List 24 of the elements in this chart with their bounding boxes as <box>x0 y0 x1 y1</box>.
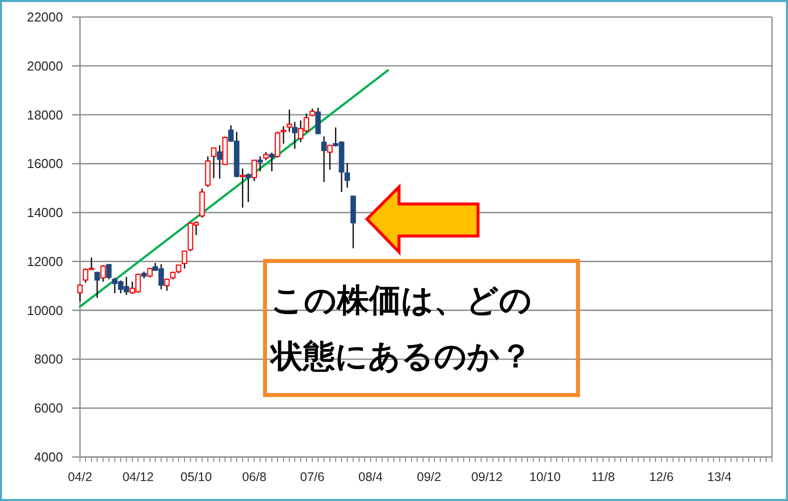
x-tick-label: 12/6 <box>649 470 674 484</box>
y-tick-label: 14000 <box>26 205 63 220</box>
y-tick-label: 4000 <box>34 450 63 464</box>
x-tick-label: 08/4 <box>358 470 383 484</box>
annotation: この株価は、どの状態にあるのか？ <box>269 282 532 374</box>
x-tick-label: 04/12 <box>122 470 154 484</box>
x-tick-label: 04/2 <box>68 470 92 484</box>
x-tick-label: 09/12 <box>471 470 503 484</box>
y-tick-label: 6000 <box>34 400 63 416</box>
x-tick-label: 09/2 <box>416 470 442 484</box>
x-tick-label: 05/10 <box>180 470 212 484</box>
y-tick-label: 8000 <box>34 352 63 367</box>
x-tick-label: 06/8 <box>242 470 266 484</box>
y-tick-label: 12000 <box>26 254 63 269</box>
x-tick-label: 10/10 <box>529 470 561 484</box>
y-tick-label: 16000 <box>26 156 63 172</box>
y-tick-label: 22000 <box>26 10 63 24</box>
x-tick-label: 07/6 <box>300 470 325 484</box>
y-tick-label: 20000 <box>26 58 63 74</box>
y-tick-label: 18000 <box>26 107 63 122</box>
y-tick-label: 10000 <box>26 302 63 318</box>
x-tick-label: 11/8 <box>591 470 615 484</box>
annotation: この株価は、どの状態にあるのか？ <box>263 259 580 397</box>
x-tick-label: 13/4 <box>707 470 732 484</box>
